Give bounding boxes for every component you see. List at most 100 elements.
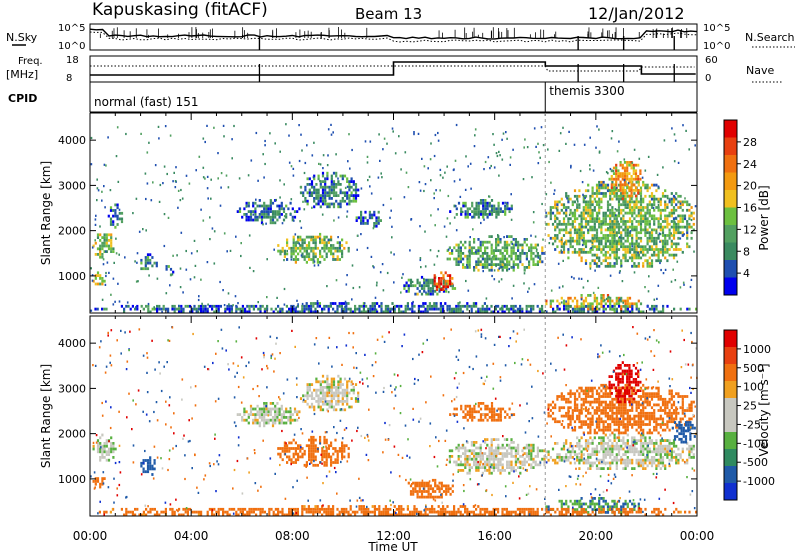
velocity-ytick-label-2: 3000 <box>58 382 86 395</box>
velocity-region-8 <box>449 402 516 422</box>
power-cbar-swatch-0 <box>724 120 737 138</box>
vel-cbar-tick-label-3: 25 <box>743 400 757 413</box>
cpid-panel: CPID normal (fast) 151 themis 3300 <box>8 82 698 113</box>
freq-right-tick-top: 60 <box>705 55 718 66</box>
power-cbar-tick-label-0: 28 <box>743 136 757 149</box>
velocity-region-0 <box>92 433 117 462</box>
power-cbar-swatch-6 <box>724 225 737 243</box>
vel-cbar-tick-label-6: -500 <box>743 456 768 469</box>
power-region-3 <box>140 253 158 271</box>
beam-title: Beam 13 <box>355 5 422 23</box>
power-cbar-tick-label-1: 24 <box>743 158 757 171</box>
x-tick-label-6: 00:00 <box>680 529 715 543</box>
power-axes: 1000 2000 3000 4000 <box>58 113 698 313</box>
x-tick-label-4: 16:00 <box>477 529 512 543</box>
noise-left-label: N.Sky <box>6 31 38 44</box>
velocity-ytick-label-1: 2000 <box>58 428 86 441</box>
power-data <box>90 123 698 314</box>
power-region-6 <box>277 232 350 264</box>
vel-cbar-swatch-5 <box>724 415 737 433</box>
freq-left-tick-top: 18 <box>66 55 79 66</box>
power-speckle <box>90 123 697 313</box>
velocity-region-9 <box>545 433 695 470</box>
velocity-axes: 1000 2000 3000 4000 <box>58 316 698 516</box>
noise-right-tick-top: 10^5 <box>703 23 730 34</box>
power-colorbar: 28 24 20 16 12 8 4 <box>723 119 757 296</box>
power-cbar-swatch-1 <box>724 137 737 156</box>
power-region-15 <box>608 161 642 201</box>
power-region-2 <box>107 203 124 229</box>
cpid-label: CPID <box>8 92 37 105</box>
freq-panel: Freq. [MHz] 18 8 60 0 Nave <box>6 55 782 84</box>
freq-line <box>90 61 696 76</box>
velocity-region-2 <box>140 456 156 476</box>
x-tick-label-1: 04:00 <box>174 529 209 543</box>
power-region-7 <box>299 171 360 209</box>
velocity-ytick-label-3: 4000 <box>58 337 86 350</box>
power-region-1 <box>92 271 106 286</box>
power-cbar-swatch-5 <box>724 207 737 226</box>
power-region-5 <box>236 199 301 225</box>
freq-left-tick-bottom: 8 <box>66 73 72 84</box>
x-axis-label: Time UT <box>367 540 418 554</box>
power-region-0 <box>92 233 115 259</box>
power-region-12 <box>449 199 513 219</box>
power-cbar-swatch-7 <box>724 242 737 261</box>
vel-cbar-swatch-0 <box>724 330 737 348</box>
vel-cbar-swatch-9 <box>724 483 737 501</box>
power-ytick-label-2: 3000 <box>58 179 86 192</box>
freq-spikes <box>258 64 675 82</box>
power-region-4 <box>165 265 175 277</box>
power-cbar-tick-label-3: 16 <box>743 202 757 215</box>
freq-left-label-2: [MHz] <box>6 68 38 81</box>
velocity-region-13 <box>608 361 642 404</box>
vel-cbar-tick-label-5: -100 <box>743 437 768 450</box>
power-region-16 <box>94 302 698 314</box>
vel-cbar-tick-label-1: 500 <box>743 362 764 375</box>
x-axis: 00:00 04:00 08:00 12:00 16:00 20:00 00:00 <box>73 529 715 543</box>
power-cbar-tick-label-6: 4 <box>743 267 750 280</box>
velocity-region-14 <box>98 505 698 517</box>
velocity-region-11 <box>671 421 696 444</box>
noise-sky-line <box>89 28 698 40</box>
power-cbar-swatch-2 <box>724 155 737 173</box>
power-cbar-tick-label-4: 12 <box>743 223 757 236</box>
power-cbar-swatch-4 <box>724 190 737 208</box>
power-cbar-swatch-3 <box>724 172 737 191</box>
power-colorbar-label: Power [dB] <box>757 185 771 250</box>
noise-panel-frame <box>89 23 698 51</box>
velocity-panel: 1000 2000 3000 4000 Slant Range [km] <box>39 315 698 517</box>
power-region-10 <box>433 271 454 291</box>
station-title: Kapuskasing (fitACF) <box>92 0 268 20</box>
date-title: 12/Jan/2012 <box>588 4 685 23</box>
velocity-region-5 <box>299 374 360 412</box>
velocity-speckle <box>90 326 698 516</box>
power-ytick-label-3: 4000 <box>58 134 86 147</box>
vel-cbar-tick-label-0: 1000 <box>743 343 771 356</box>
x-tick-label-5: 20:00 <box>579 529 614 543</box>
x-tick-label-2: 08:00 <box>275 529 310 543</box>
vel-cbar-swatch-1 <box>724 347 737 365</box>
noise-left-tick-top: 10^5 <box>58 23 85 34</box>
noise-right-tick-bottom: 10^0 <box>703 41 730 52</box>
vel-cbar-swatch-6 <box>724 432 737 450</box>
power-cbar-swatch-8 <box>724 260 737 278</box>
nave-label: Nave <box>746 64 774 77</box>
cpid-segment-themis: themis 3300 <box>549 84 624 98</box>
velocity-colorbar: 1000 500 100 25 -25 -100 -500 -1000 <box>723 329 775 501</box>
vel-cbar-swatch-3 <box>724 381 737 399</box>
noise-panel: N.Sky 10^5 10^0 10^5 10^0 N.Search <box>6 23 795 52</box>
velocity-ytick-label-0: 1000 <box>58 473 86 486</box>
noise-left-tick-bottom: 10^0 <box>58 41 85 52</box>
power-region-8 <box>355 210 382 228</box>
power-panel: 1000 2000 3000 4000 Slant Range [km] <box>39 112 698 314</box>
vel-cbar-swatch-4 <box>724 398 737 416</box>
x-tick-label-0: 00:00 <box>73 529 108 543</box>
power-region-13 <box>545 180 695 268</box>
power-ytick-label-1: 2000 <box>58 225 86 238</box>
noise-right-label: N.Search <box>745 31 795 44</box>
vel-cbar-tick-label-4: -25 <box>743 418 761 431</box>
velocity-region-4 <box>277 435 350 467</box>
velocity-colorbar-label: Velocity [m s⁻¹] <box>757 363 771 456</box>
